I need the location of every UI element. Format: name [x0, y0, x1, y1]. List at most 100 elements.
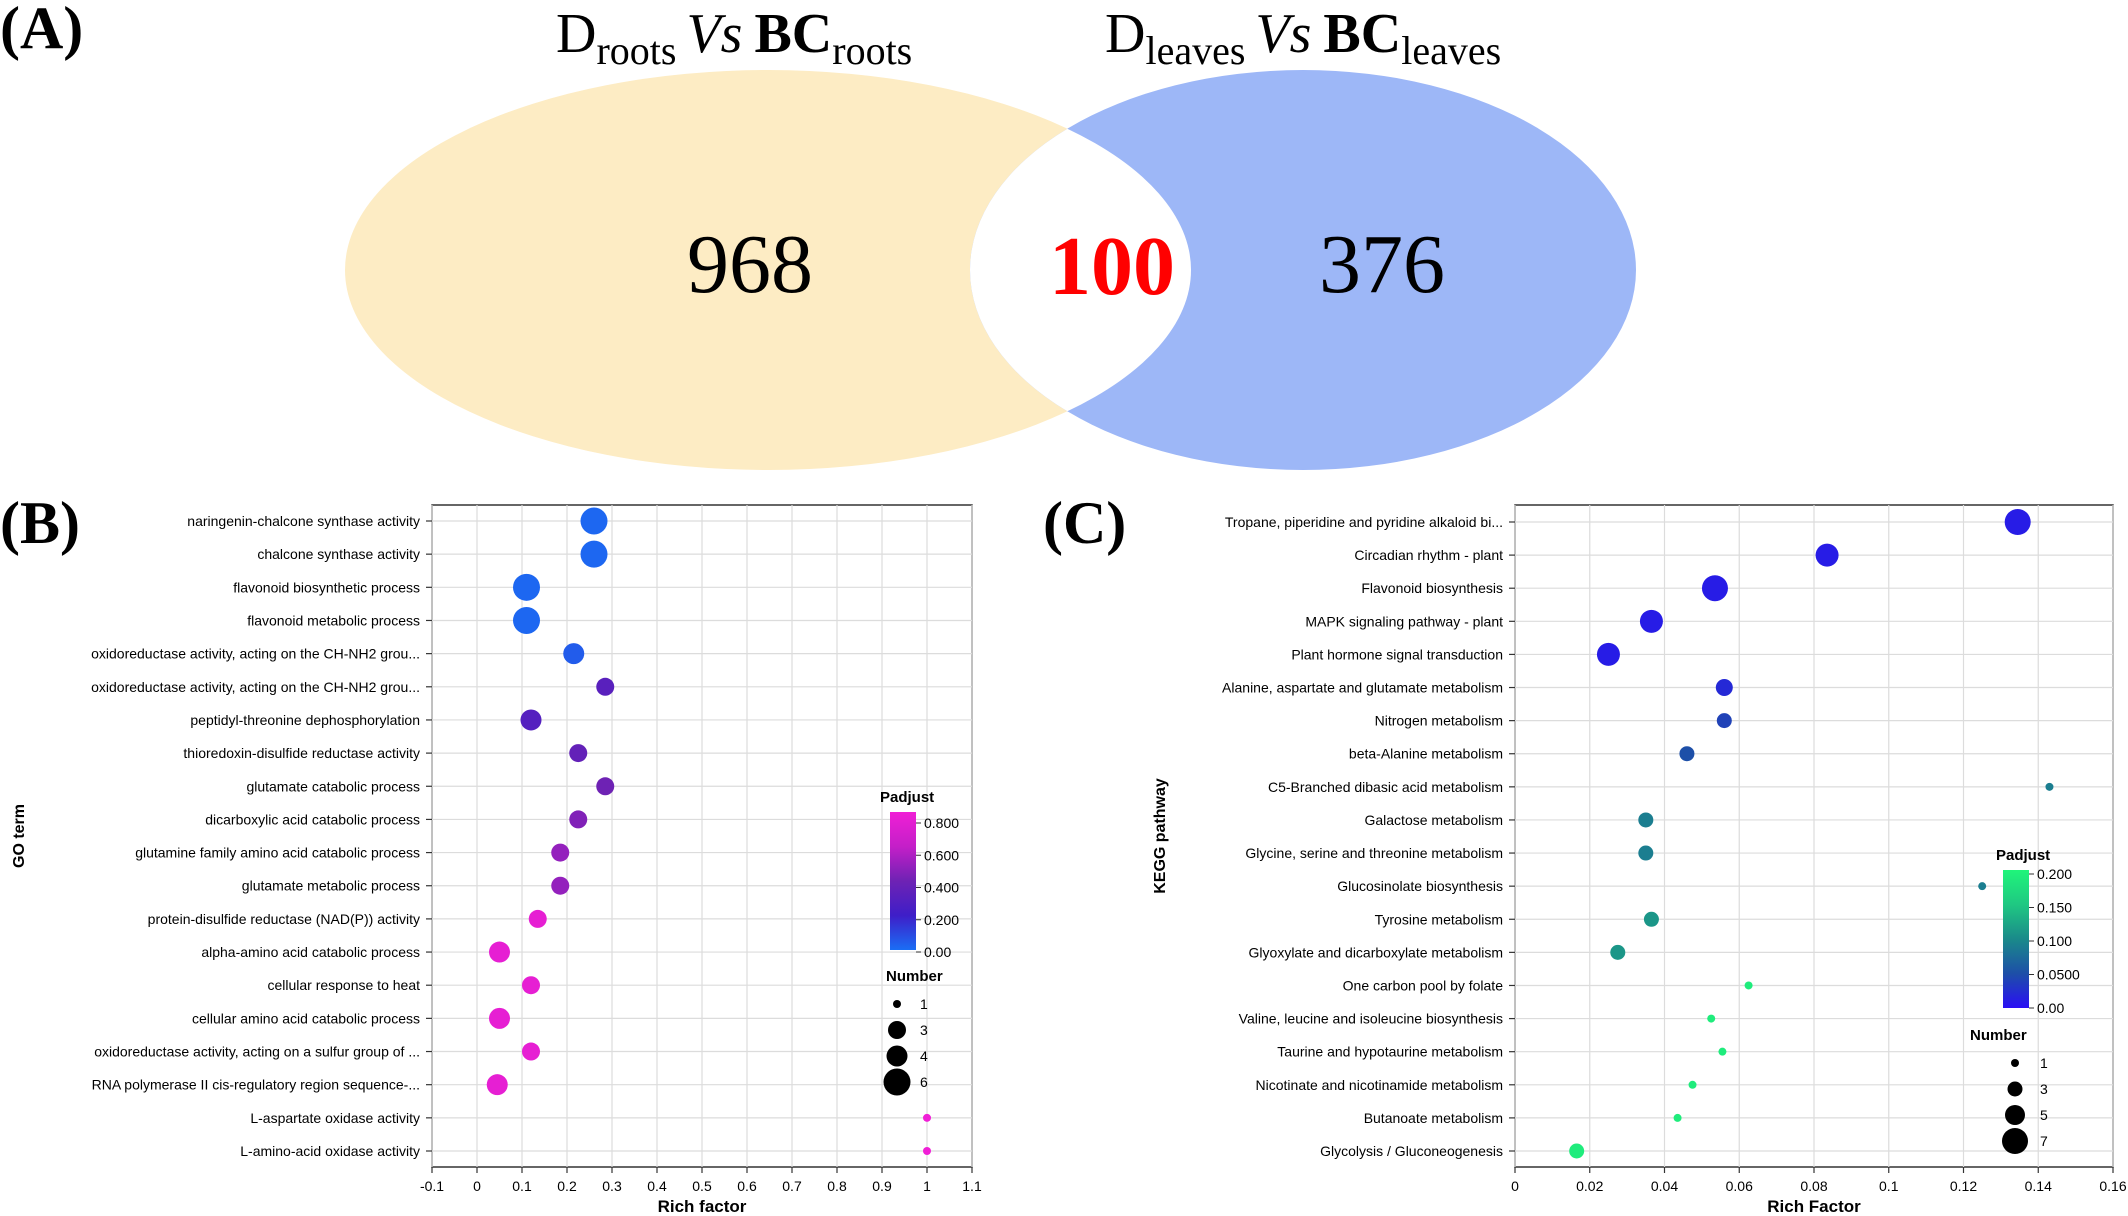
b-ytick-label: cellular amino acid catabolic process: [192, 1010, 420, 1026]
panel-b-x-ticks: -0.1 0 0.1 0.2 0.3 0.4 0.5 0.6 0.7 0.8 0.9 1 1.1: [420, 1167, 982, 1194]
b-data-point: [522, 976, 540, 995]
panel-c-size-legend-title: Number: [1970, 1027, 2027, 1044]
b-size-legend-dot: [888, 1021, 906, 1039]
c-ytick-label: Circadian rhythm - plant: [1354, 547, 1503, 563]
c-data-point: [1638, 812, 1654, 828]
left-title-d-sub: roots: [596, 28, 676, 73]
b-ytick-label: thioredoxin-disulfide reductase activity: [183, 745, 420, 761]
c-ytick-label: C5-Branched dibasic acid metabolism: [1268, 779, 1503, 795]
c-ytick-label: Nicotinate and nicotinamide metabolism: [1256, 1077, 1503, 1093]
b-ytick-label: L-aspartate oxidase activity: [250, 1110, 420, 1126]
b-xtick-label: 0.3: [602, 1178, 622, 1194]
c-ytick-label: Tyrosine metabolism: [1375, 911, 1503, 927]
b-ytick-label: alpha-amino acid catabolic process: [201, 944, 420, 960]
b-data-point: [923, 1147, 931, 1155]
b-data-point: [569, 810, 588, 829]
b-size-legend-label: 1: [920, 996, 928, 1012]
b-xtick-label: 0.9: [872, 1178, 892, 1194]
right-only-count: 376: [1319, 218, 1445, 311]
b-ytick-label: oxidoreductase activity, acting on a sul…: [94, 1044, 420, 1060]
panel-b-size-legend-title: Number: [886, 968, 943, 985]
c-data-point: [1679, 746, 1695, 762]
b-size-legend-dot: [893, 1000, 901, 1008]
c-ytick-label: Glycine, serine and threonine metabolism: [1245, 845, 1503, 861]
panel-b-y-labels: naringenin-chalcone synthase activity cha…: [91, 513, 432, 1159]
b-data-point: [551, 876, 570, 895]
b-colorbar-tick-label: 0.600: [924, 847, 959, 863]
b-data-point: [489, 941, 510, 963]
b-ytick-label: oxidoreductase activity, acting on the C…: [91, 679, 420, 695]
c-ytick-label: MAPK signaling pathway - plant: [1305, 613, 1503, 629]
venn-right-set: [970, 70, 1636, 470]
c-data-point: [1688, 1080, 1697, 1089]
right-title-vs: Vs: [1255, 3, 1311, 65]
c-data-point: [1610, 944, 1626, 960]
c-data-point: [1701, 575, 1728, 602]
c-xtick-label: 0.1: [1879, 1178, 1899, 1194]
panel-c-x-axis-label: Rich Factor: [1767, 1197, 1861, 1216]
b-xtick-label: 0.7: [782, 1178, 802, 1194]
b-data-point: [489, 1007, 510, 1029]
b-ytick-label: glutamate catabolic process: [246, 778, 420, 794]
b-xtick-label: 0: [473, 1178, 481, 1194]
c-ytick-label: Butanoate metabolism: [1364, 1110, 1503, 1126]
b-data-point: [563, 643, 585, 665]
b-ytick-label: peptidyl-threonine dephosphorylation: [190, 712, 420, 728]
panel-c-points: [1569, 509, 2054, 1159]
panel-c-size-legend-items: 1 3 5 7: [2002, 1055, 2048, 1154]
b-data-point: [486, 1074, 508, 1096]
c-ytick-label: Flavonoid biosynthesis: [1361, 580, 1503, 596]
panel-c-label: (C): [1043, 490, 1126, 556]
c-colorbar-tick-label: 0.200: [2037, 866, 2072, 882]
left-only-count: 968: [687, 218, 813, 311]
right-title-d-sub: leaves: [1145, 28, 1245, 73]
b-colorbar-tick-label: 0.400: [924, 880, 959, 896]
b-data-point: [551, 843, 570, 862]
b-xtick-label: 1.1: [962, 1178, 982, 1194]
panel-b-colorbar: [890, 812, 916, 950]
c-ytick-label: Glucosinolate biosynthesis: [1337, 878, 1503, 894]
intersection-count: 100: [1049, 220, 1175, 313]
c-data-point: [1815, 543, 1839, 567]
right-set-title: Dleaves Vs BCleaves: [1105, 3, 1501, 73]
c-ytick-label: beta-Alanine metabolism: [1349, 746, 1503, 762]
panel-a-venn: (A) Droots Vs BCroots Dleaves Vs BCleaves 96…: [0, 0, 1636, 470]
b-ytick-label: protein-disulfide reductase (NAD(P)) act…: [148, 911, 420, 927]
panel-b-y-axis-label: GO term: [11, 804, 28, 868]
b-ytick-label: glutamine family amino acid catabolic pr…: [135, 845, 420, 861]
panel-c-x-ticks: 0 0.02 0.04 0.06 0.08 0.1 0.12 0.14 0.16: [1511, 1167, 2127, 1194]
b-data-point: [596, 777, 615, 796]
right-title-d: D: [1105, 3, 1145, 65]
c-size-legend-label: 1: [2040, 1055, 2048, 1071]
c-data-point: [1715, 679, 1733, 697]
b-data-point: [522, 1042, 540, 1061]
panel-c-color-legend-title: Padjust: [1996, 847, 2050, 864]
b-xtick-label: -0.1: [420, 1178, 444, 1194]
c-ytick-label: One carbon pool by folate: [1343, 977, 1504, 993]
b-size-legend-dot: [883, 1068, 911, 1096]
c-ytick-label: Plant hormone signal transduction: [1291, 646, 1503, 662]
b-data-point: [513, 573, 540, 601]
b-data-point: [923, 1113, 931, 1122]
b-ytick-label: L-amino-acid oxidase activity: [240, 1143, 420, 1159]
panel-b-points: [486, 507, 931, 1155]
c-data-point: [1569, 1143, 1585, 1159]
b-size-legend-label: 4: [920, 1048, 928, 1064]
b-xtick-label: 0.4: [647, 1178, 667, 1194]
b-data-point: [528, 909, 547, 928]
c-data-point: [1638, 845, 1654, 861]
c-data-point: [1744, 981, 1753, 990]
panel-b-size-legend-items: 1 3 4 6: [883, 996, 928, 1096]
panel-b-colorbar-ticks: 0.800 0.600 0.400 0.200 0.00: [916, 815, 959, 960]
c-xtick-label: 0.06: [1726, 1178, 1753, 1194]
c-size-legend-dot: [2011, 1059, 2019, 1067]
panel-b-color-legend-title: Padjust: [880, 789, 934, 806]
b-xtick-label: 0.1: [512, 1178, 532, 1194]
b-data-point: [596, 677, 615, 696]
b-xtick-label: 0.2: [557, 1178, 577, 1194]
c-ytick-label: Glycolysis / Gluconeogenesis: [1320, 1143, 1503, 1159]
c-data-point: [1707, 1014, 1716, 1023]
c-colorbar-tick-label: 0.00: [2037, 1000, 2064, 1016]
c-ytick-label: Taurine and hypotaurine metabolism: [1277, 1044, 1503, 1060]
